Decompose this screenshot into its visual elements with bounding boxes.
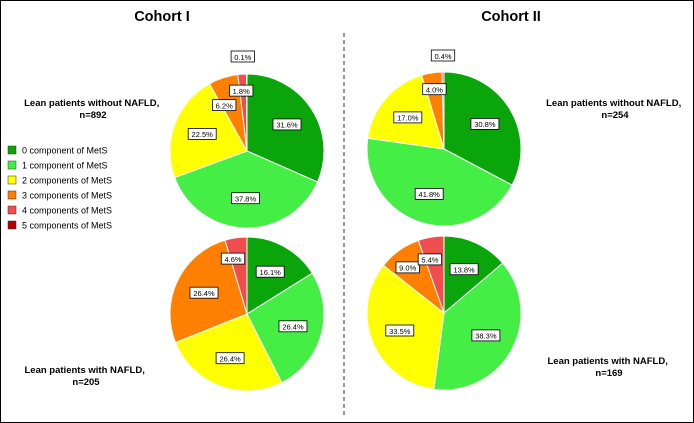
pie-slice [366,137,513,227]
pie-label-box [470,118,500,130]
pie-charts: 31.6% 37.8% 22.5% 6.2%1.8% 0.1% 30.8% 41.8% 17.… [169,49,522,392]
pie-slice-label: 16.1% [260,268,282,277]
pie-slice-label: 26.4% [282,323,304,332]
pie-slice-label: 1.8% [233,87,250,96]
pie-slice-label: 30.8% [474,120,496,129]
legend-label: 5 components of MetS [22,221,112,231]
legend-label: 1 component of MetS [22,161,108,171]
pie-labels: 30.8% 41.8% 17.0% 4.0% 0.4% [393,49,500,200]
panel-label-cohort2-without-nafld: Lean patients without NAFLD, n=254 [546,98,684,121]
pie-label-box [385,324,415,337]
pie-labels: 16.1% 26.4% 26.4% 26.4% 4.6% [189,252,308,365]
pie-label-box [230,50,255,63]
pie-slice-label: 6.2% [216,101,233,110]
panel-label-cohort2-with-nafld: Lean patients with NAFLD, n=169 [548,356,671,379]
pie-label-box [255,265,285,278]
pie-cohort2-with-nafld: 13.8% 38.3% 33.5% 9.0% 5.4% [366,235,522,391]
pie-slice-label: 0.1% [234,53,251,62]
pie-slice-label: 31.6% [276,121,298,130]
pie-label-box [272,118,302,131]
pie-slice-label: 22.5% [192,130,214,139]
pie-label-box [229,84,254,97]
pie-label-box [471,329,501,342]
legend-label: 0 component of MetS [22,146,108,156]
legend-label: 4 components of MetS [22,206,112,216]
pie-cohort1-with-nafld: 16.1% 26.4% 26.4% 26.4% 4.6% [169,236,325,392]
pie-cohort1-without-nafld: 31.6% 37.8% 22.5% 6.2%1.8% 0.1% [169,50,325,229]
pie-label-box [189,286,219,299]
pie-slice-label: 0.4% [434,52,451,61]
pie-labels: 13.8% 38.3% 33.5% 9.0% 5.4% [385,253,501,342]
legend-item: 3 components of MetS [7,190,112,201]
pie-slice-label: 5.4% [421,256,438,265]
legend-swatch [7,160,17,170]
pie-slice [174,150,319,229]
legend-item: 1 component of MetS [7,160,108,171]
pie-slice-label: 9.0% [399,264,416,273]
pie-slice-label: 33.5% [389,327,411,336]
pie-labels: 31.6% 37.8% 22.5% 6.2%1.8% 0.1% [187,50,302,205]
panel-label-cohort1-without-nafld: Lean patients without NAFLD, n=892 [24,98,162,121]
legend-label: 2 components of MetS [22,176,112,186]
legend-item: 2 components of MetS [7,175,112,186]
pie-slice-label: 17.0% [397,114,419,123]
legend-item: 0 component of MetS [7,145,108,156]
legend: 0 component of MetS 1 component of MetS … [7,145,112,231]
pie-label-box [430,49,456,62]
pie-slice-label: 37.8% [235,195,257,204]
pie-label-box [393,111,423,124]
legend-swatch [7,205,17,215]
legend-swatch [7,145,17,155]
legend-swatch [7,175,17,185]
pie-label-box [187,128,217,140]
pie-label-box [417,253,443,266]
pie-label-box [449,263,479,276]
pie-label-box [395,261,420,274]
pie-label-box [212,99,237,111]
pie-slice-label: 26.4% [219,355,241,364]
legend-label: 3 components of MetS [22,191,112,201]
panel-label-cohort1-with-nafld: Lean patients with NAFLD, n=205 [25,365,148,388]
pie-slice-label: 4.6% [224,255,241,264]
legend-item: 5 components of MetS [7,220,112,231]
pie-slice-label: 38.3% [475,332,497,341]
pie-slice [433,262,522,391]
cohort-2-title: Cohort II [481,9,541,25]
legend-swatch [7,220,17,230]
pie-label-box [231,192,260,205]
pie-label-box [278,320,308,333]
pie-slice-label: 41.8% [419,190,441,199]
legend-item: 4 components of MetS [7,205,112,216]
pie-label-box [414,187,444,200]
pie-label-box [220,252,246,265]
legend-swatch [7,190,17,200]
pie-label-box [215,352,245,365]
pie-cohort2-without-nafld: 30.8% 41.8% 17.0% 4.0% 0.4% [366,49,522,227]
pie-label-box [422,83,447,96]
pie-slice-label: 4.0% [426,86,443,95]
cohort-1-title: Cohort I [134,9,190,25]
pie-slice-label: 26.4% [193,289,215,298]
pie-slice-label: 13.8% [453,266,475,275]
